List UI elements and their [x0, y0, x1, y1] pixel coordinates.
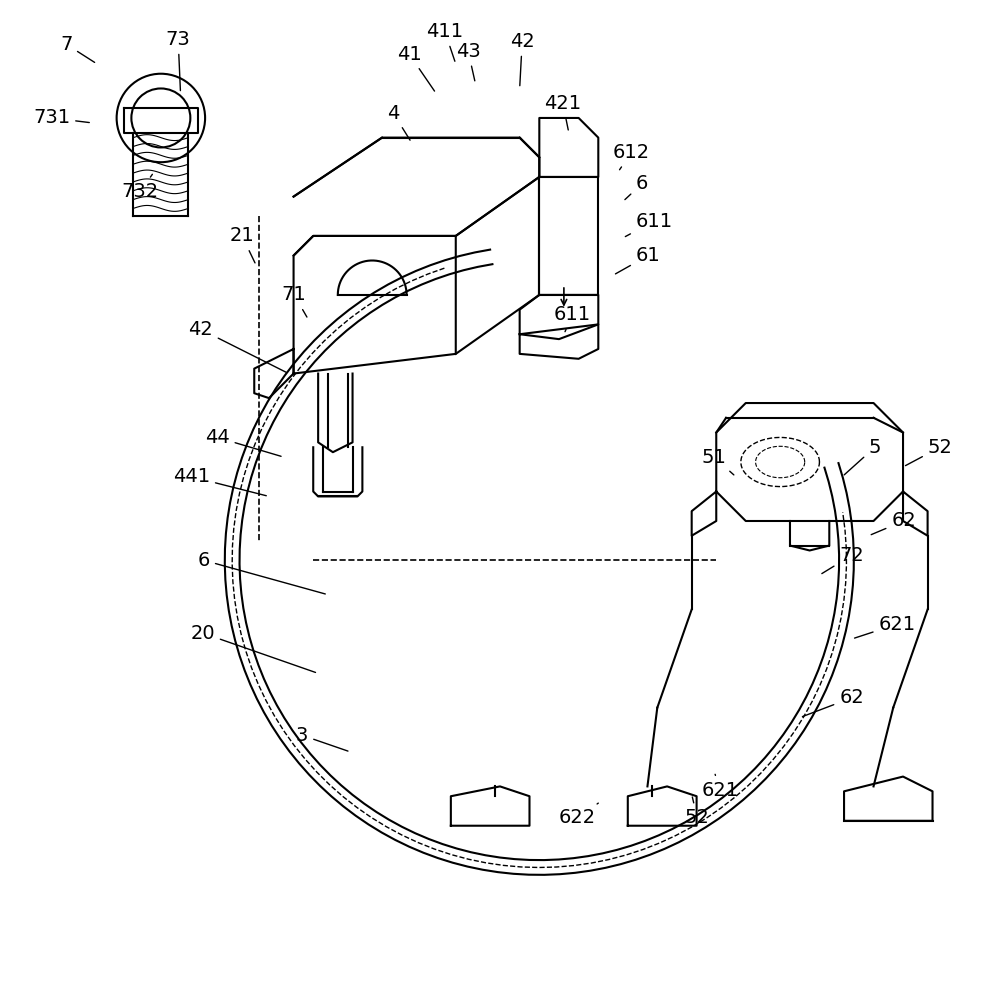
Text: 52: 52 [905, 437, 952, 466]
Text: 731: 731 [33, 108, 89, 128]
Text: 7: 7 [60, 34, 95, 62]
Text: 622: 622 [559, 803, 598, 828]
Text: 42: 42 [510, 31, 535, 86]
Text: 732: 732 [122, 174, 159, 202]
Text: 51: 51 [702, 447, 734, 475]
Text: 6: 6 [625, 174, 648, 200]
Text: 6: 6 [198, 550, 325, 594]
Text: 612: 612 [613, 143, 650, 170]
Text: 421: 421 [544, 93, 581, 130]
Text: 71: 71 [282, 285, 307, 318]
Text: 441: 441 [173, 467, 266, 495]
Text: 621: 621 [702, 775, 739, 800]
Text: 43: 43 [456, 41, 481, 81]
Text: 5: 5 [844, 437, 881, 475]
Text: 41: 41 [397, 44, 435, 91]
Text: 44: 44 [205, 428, 281, 456]
Text: 621: 621 [855, 614, 916, 638]
Text: 73: 73 [166, 29, 191, 90]
Text: 52: 52 [685, 797, 710, 828]
Text: 611: 611 [625, 211, 673, 237]
Text: 62: 62 [802, 688, 864, 717]
Text: 20: 20 [190, 623, 316, 672]
Text: 611: 611 [554, 305, 591, 331]
Text: 4: 4 [387, 103, 410, 141]
Text: 42: 42 [188, 319, 286, 373]
Text: 62: 62 [871, 511, 916, 535]
Text: 3: 3 [296, 725, 348, 751]
Text: 61: 61 [615, 246, 660, 274]
Text: 72: 72 [822, 546, 864, 574]
Text: 411: 411 [426, 22, 463, 61]
Text: 21: 21 [230, 226, 255, 262]
